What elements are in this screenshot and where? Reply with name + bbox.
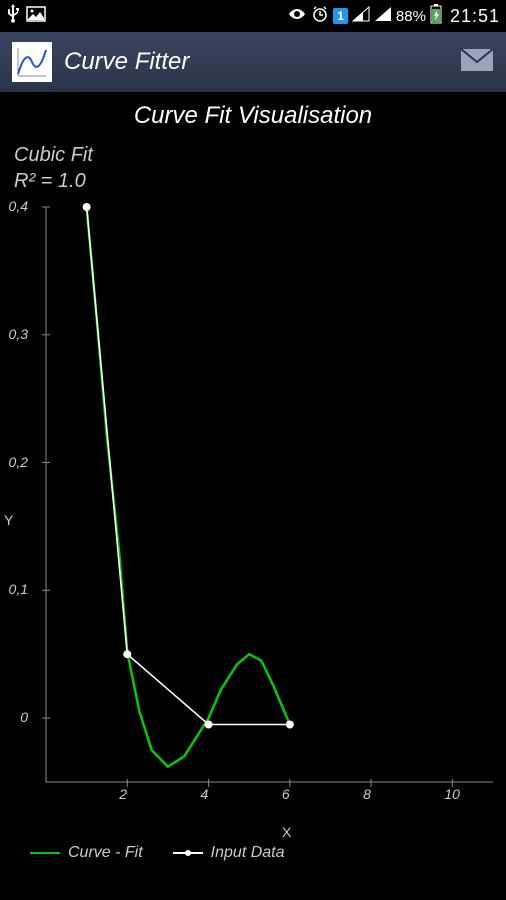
y-tick-label: 0 xyxy=(6,709,28,725)
y-tick-label: 0,3 xyxy=(6,326,28,342)
legend-data-label: Input Data xyxy=(211,844,285,862)
alarm-icon xyxy=(311,5,329,28)
app-icon[interactable] xyxy=(12,42,52,82)
usb-icon xyxy=(6,4,20,29)
app-title: Curve Fitter xyxy=(64,48,189,76)
plot-svg xyxy=(28,197,498,817)
signal-icon-1 xyxy=(352,6,370,27)
legend-data-swatch xyxy=(173,852,203,854)
x-tick-label: 4 xyxy=(201,786,209,802)
y-tick-label: 0,2 xyxy=(6,454,28,470)
r-squared: R² = 1.0 xyxy=(14,168,93,194)
calendar-badge: 1 xyxy=(333,8,348,24)
battery-icon xyxy=(430,4,442,29)
eye-icon xyxy=(287,7,307,26)
fit-info: Cubic Fit R² = 1.0 xyxy=(14,142,93,194)
chart-title: Curve Fit Visualisation xyxy=(0,92,506,130)
y-tick-label: 0,1 xyxy=(6,581,28,597)
clock-time: 21:51 xyxy=(450,6,500,27)
fit-name: Cubic Fit xyxy=(14,142,93,168)
legend: Curve - Fit Input Data xyxy=(30,844,285,862)
app-titlebar: Curve Fitter xyxy=(0,32,506,92)
legend-curve-swatch xyxy=(30,852,60,854)
status-bar: 1 88% 21:51 xyxy=(0,0,506,32)
battery-text: 88% xyxy=(396,8,426,25)
picture-icon xyxy=(26,6,46,27)
legend-curve-label: Curve - Fit xyxy=(68,844,143,862)
x-tick-label: 6 xyxy=(282,786,290,802)
x-tick-label: 2 xyxy=(119,786,127,802)
mail-icon[interactable] xyxy=(460,48,494,77)
y-tick-label: 0,4 xyxy=(6,198,28,214)
x-axis-label: X xyxy=(282,824,291,840)
x-tick-label: 10 xyxy=(444,786,460,802)
y-axis-label: Y xyxy=(4,512,13,528)
signal-icon-2 xyxy=(374,6,392,27)
x-tick-label: 8 xyxy=(363,786,371,802)
chart-area: Curve Fit Visualisation Cubic Fit R² = 1… xyxy=(0,92,506,900)
